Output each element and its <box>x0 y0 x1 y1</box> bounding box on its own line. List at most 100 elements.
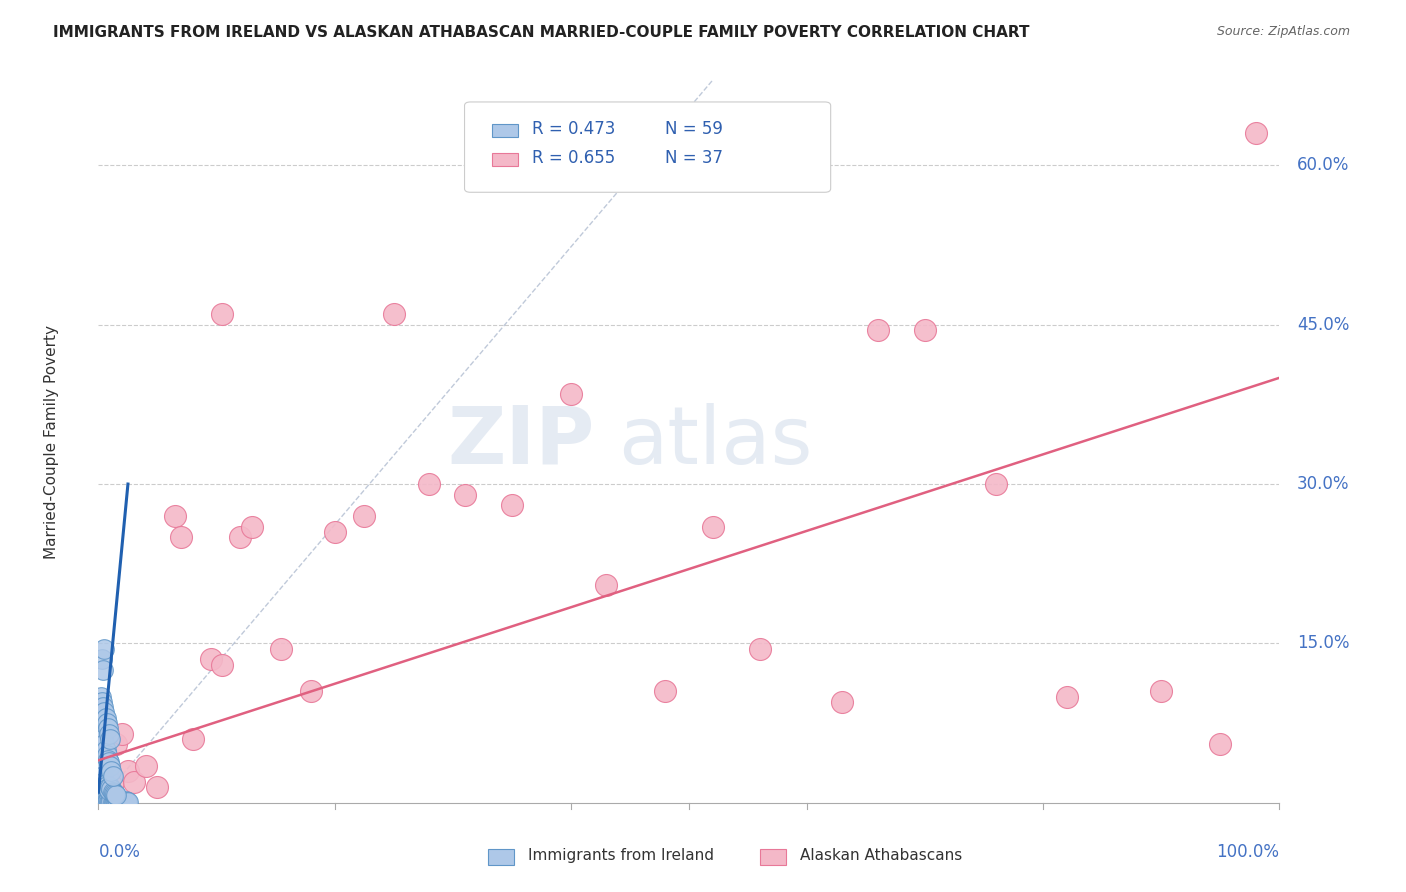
Text: 60.0%: 60.0% <box>1298 156 1350 174</box>
Point <box>98 783 121 797</box>
Point <box>108 795 131 809</box>
Point <box>1209 737 1232 751</box>
Point <box>501 498 523 512</box>
Point <box>93 774 115 789</box>
Point <box>211 307 233 321</box>
Point <box>654 684 676 698</box>
Point <box>90 795 112 809</box>
Point <box>97 722 120 736</box>
Point <box>105 795 128 809</box>
Point <box>299 684 322 698</box>
Point <box>323 524 346 539</box>
Point <box>91 795 114 809</box>
Point <box>115 795 138 809</box>
Text: 15.0%: 15.0% <box>1298 634 1350 652</box>
Point <box>170 530 193 544</box>
Point <box>165 508 187 523</box>
Point <box>984 477 1007 491</box>
Point <box>110 795 132 809</box>
Point <box>105 789 128 803</box>
Point <box>100 782 122 797</box>
Text: atlas: atlas <box>619 402 813 481</box>
Point <box>93 706 115 720</box>
Text: IMMIGRANTS FROM IRELAND VS ALASKAN ATHABASCAN MARRIED-COUPLE FAMILY POVERTY CORR: IMMIGRANTS FROM IRELAND VS ALASKAN ATHAB… <box>53 25 1031 40</box>
Point <box>101 785 124 799</box>
Point <box>98 732 121 747</box>
Text: N = 37: N = 37 <box>665 149 723 168</box>
Point <box>105 737 128 751</box>
Point <box>91 769 114 783</box>
Point <box>112 795 135 809</box>
Point <box>122 774 145 789</box>
Point <box>91 663 114 677</box>
Point <box>1244 127 1267 141</box>
Text: 30.0%: 30.0% <box>1298 475 1350 493</box>
Text: ZIP: ZIP <box>447 402 595 481</box>
Point <box>146 780 169 794</box>
Text: 45.0%: 45.0% <box>1298 316 1350 334</box>
Text: Immigrants from Ireland: Immigrants from Ireland <box>529 848 714 863</box>
Point <box>94 795 117 809</box>
Point <box>104 787 127 801</box>
Point <box>98 780 121 794</box>
Point <box>105 794 128 808</box>
FancyBboxPatch shape <box>492 153 517 166</box>
FancyBboxPatch shape <box>492 125 517 137</box>
Point <box>93 795 115 809</box>
Point <box>93 641 115 656</box>
Point <box>114 794 136 808</box>
Point <box>98 727 121 741</box>
Point <box>560 386 582 401</box>
Point <box>97 753 120 767</box>
Point <box>702 519 724 533</box>
Point <box>97 795 120 809</box>
Point <box>748 641 770 656</box>
Text: R = 0.655: R = 0.655 <box>531 149 614 168</box>
Point <box>96 795 118 809</box>
Point <box>382 307 405 321</box>
Point <box>98 758 121 772</box>
Point <box>453 488 475 502</box>
Point <box>240 519 263 533</box>
Point <box>91 700 114 714</box>
Text: Source: ZipAtlas.com: Source: ZipAtlas.com <box>1216 25 1350 38</box>
Point <box>94 711 117 725</box>
Point <box>418 477 440 491</box>
Point <box>181 732 204 747</box>
Point <box>100 764 122 778</box>
Point <box>112 795 135 809</box>
Point <box>100 794 122 808</box>
Point <box>831 695 853 709</box>
Point <box>211 657 233 672</box>
Point <box>101 774 124 789</box>
Point <box>96 747 118 762</box>
Point <box>90 690 112 704</box>
Text: R = 0.473: R = 0.473 <box>531 120 616 138</box>
Point <box>107 795 129 809</box>
Point <box>101 795 124 809</box>
Point <box>97 794 120 808</box>
Point <box>98 795 121 809</box>
Point <box>1056 690 1078 704</box>
Point <box>1150 684 1173 698</box>
Point <box>94 777 117 791</box>
Text: Alaskan Athabascans: Alaskan Athabascans <box>800 848 962 863</box>
FancyBboxPatch shape <box>759 849 786 865</box>
Point <box>103 795 125 809</box>
Point <box>117 795 139 809</box>
Point <box>135 758 157 772</box>
Point <box>94 742 117 756</box>
FancyBboxPatch shape <box>488 849 515 865</box>
Point <box>98 756 121 770</box>
Point <box>91 695 114 709</box>
Point <box>97 780 120 795</box>
Point <box>91 795 114 809</box>
Point <box>866 323 889 337</box>
Point <box>104 794 127 808</box>
Point <box>353 508 375 523</box>
Point <box>96 779 118 793</box>
Text: 100.0%: 100.0% <box>1216 843 1279 861</box>
Point <box>91 727 114 741</box>
Point <box>93 737 115 751</box>
Text: 0.0%: 0.0% <box>98 843 141 861</box>
